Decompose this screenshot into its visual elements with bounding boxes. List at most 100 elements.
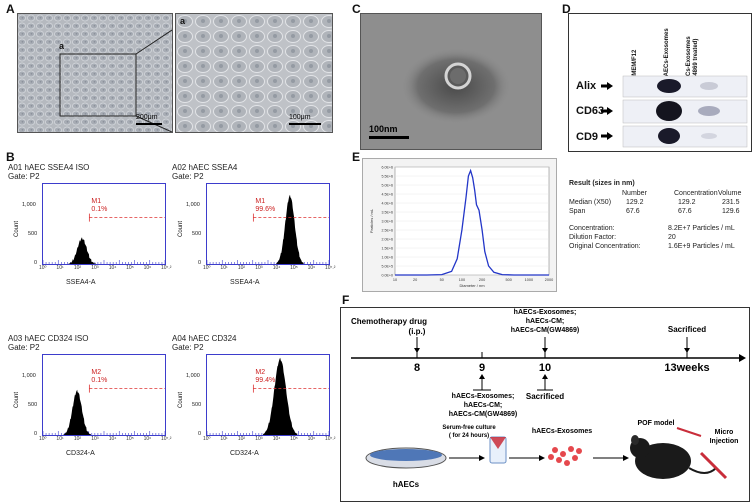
y-tick-label: 1.0E+6: [382, 256, 394, 260]
results-col-header: Concentration: [674, 190, 718, 197]
timeline-graphic: [351, 337, 746, 480]
gate-percent: 99.4%: [255, 376, 276, 384]
results-extra-label: Dilution Factor:: [569, 234, 617, 241]
flow-y-label: Count: [14, 391, 20, 408]
flow-x-tick: 10⁰: [39, 265, 47, 271]
flow-plot-gate: Gate: P2: [8, 172, 40, 181]
flow-plot-gate: Gate: P2: [172, 172, 204, 181]
y-tick-label: 4.0E+6: [382, 202, 394, 206]
flow-plot: A03 hAEC CD324 ISO Gate: P2 Count M2 0.1% 0 50…: [6, 332, 171, 462]
flow-plot: A01 hAEC SSEA4 ISO Gate: P2 Count M1 0.1% 0 50…: [6, 161, 171, 291]
panel-label-b: B: [6, 150, 15, 164]
treat-top-1: hAECs-Exosomes;: [513, 309, 577, 316]
treat-bot-1: hAECs-Exosomes;: [451, 393, 515, 400]
flow-x-tick: 10²: [237, 265, 246, 271]
x-tick-label: 200: [479, 278, 485, 282]
flow-y-tick: 0: [34, 260, 38, 266]
treat-bot-3: hAECs-CM(GW4869): [448, 411, 518, 418]
flow-plot-area: M1 0.1%: [42, 183, 166, 265]
flow-y-tick: 0: [198, 260, 202, 266]
gate-percent: 0.1%: [91, 205, 108, 213]
histogram-fill: [63, 389, 91, 435]
tem-micrograph: 100nm: [360, 13, 542, 150]
flow-x-tick: 10²: [73, 436, 82, 442]
serum-free-2: ( for 24 hours): [448, 433, 490, 439]
flow-plot: A04 hAEC CD324 Gate: P2 Count M2 99.4% 0 500 1,…: [170, 332, 335, 462]
pof-label: POF model: [637, 420, 675, 427]
treat-top-3: hAECs-CM(GW4869): [510, 327, 580, 334]
x-tick-label: 100: [459, 278, 465, 282]
tem-image: [361, 14, 541, 149]
flow-y-tick: 500: [28, 231, 38, 238]
results-row-label: Span: [569, 208, 586, 215]
band-cd9-gw: [701, 133, 717, 139]
results-extra-value: 1.6E+9 Particles / mL: [668, 243, 735, 250]
row-label-alix: Alix: [576, 80, 597, 92]
flow-plot-title: A01 hAEC SSEA4 ISO: [8, 163, 90, 172]
results-extra-value: 20: [668, 234, 676, 241]
sacrificed-top-label: Sacrificed: [667, 325, 707, 334]
flow-x-tick: 10³: [91, 265, 99, 271]
flow-y-tick: 0: [198, 431, 202, 437]
results-cell: 231.5: [722, 199, 740, 206]
results-heading: Result (sizes in nm): [569, 180, 635, 187]
x-tick-label: 2000: [545, 278, 553, 282]
histogram-fill: [263, 357, 298, 435]
micrograph-a-right: a 100μm: [175, 13, 333, 133]
panel-label-d: D: [562, 2, 571, 16]
treatment-above-10: hAECs-Exosomes; hAECs-CM; hAECs-CM(GW486…: [495, 308, 595, 335]
band-cd63-exo: [656, 101, 682, 121]
flow-y-tick: 1,000: [186, 202, 200, 209]
flow-x-tick: 10¹: [56, 436, 64, 442]
week-10: 10: [538, 362, 552, 374]
flow-plot-area: M1 99.6%: [206, 183, 330, 265]
arrow-cd9: [601, 132, 613, 140]
results-col-header: Number: [622, 190, 647, 197]
flow-x-tick: 10³: [91, 436, 99, 442]
flow-x-tick: 10⁵: [126, 436, 134, 442]
flow-plot-area: M2 99.4%: [206, 354, 330, 436]
band-alix-gw: [700, 82, 718, 90]
flow-plot-area: M2 0.1%: [42, 354, 166, 436]
culture-cells: [370, 449, 442, 461]
cell-texture-right: [176, 14, 332, 132]
x-tick-label: 500: [506, 278, 512, 282]
y-tick-label: 0.0E+0: [382, 274, 394, 278]
flow-x-label: SSEA4-A: [66, 279, 96, 286]
panel-label-c: C: [352, 2, 361, 16]
gate-percent: 0.1%: [91, 376, 108, 384]
week-8: 8: [413, 362, 421, 374]
flow-x-tick: 10³: [255, 265, 263, 271]
results-extra-label: Original Concentration:: [569, 243, 641, 250]
gate-label: M1 0.1%: [91, 198, 107, 214]
gate-label: M2 0.1%: [91, 369, 107, 385]
western-blot: DMEM/F12 hAECs-Exosomes hAECs-Exosomes (…: [568, 13, 752, 152]
gate-marker: M1: [255, 197, 266, 205]
x-tick-label: 1000: [525, 278, 533, 282]
results-row-label: Median (X50): [569, 199, 612, 206]
flow-x-label: CD324-A: [230, 450, 259, 457]
flow-x-tick: 10⁴: [108, 265, 117, 271]
flow-y-label: Count: [178, 220, 184, 237]
flow-x-tick: 10⁷.²: [325, 436, 336, 442]
flow-plot-title: A04 hAEC CD324: [172, 334, 237, 343]
flow-x-label: CD324-A: [66, 450, 95, 457]
gate-label: M2 99.4%: [255, 369, 275, 385]
flow-x-tick: 10⁶: [143, 436, 152, 442]
x-axis-label: Diameter / nm: [459, 283, 485, 288]
results-cell: 67.6: [678, 208, 692, 215]
flow-x-tick: 10⁶: [143, 265, 152, 271]
micro-1: Micro: [714, 429, 734, 436]
flow-x-tick: 10³: [255, 436, 263, 442]
band-alix-exo: [657, 79, 681, 93]
flow-x-tick: 10⁷.²: [161, 265, 172, 271]
x-tick-label: 20: [413, 278, 417, 282]
treatment-below-9: hAECs-Exosomes; hAECs-CM; hAECs-CM(GW486…: [433, 392, 533, 419]
week-9: 9: [478, 362, 486, 374]
y-tick-label: 2.5E+6: [382, 229, 394, 233]
cell-texture-left: [18, 14, 172, 132]
flow-x-tick: 10⁰: [39, 436, 47, 442]
y-tick-label: 5.0E+5: [382, 265, 394, 269]
gate-marker: M2: [255, 368, 266, 376]
flow-x-tick: 10⁵: [290, 265, 298, 271]
